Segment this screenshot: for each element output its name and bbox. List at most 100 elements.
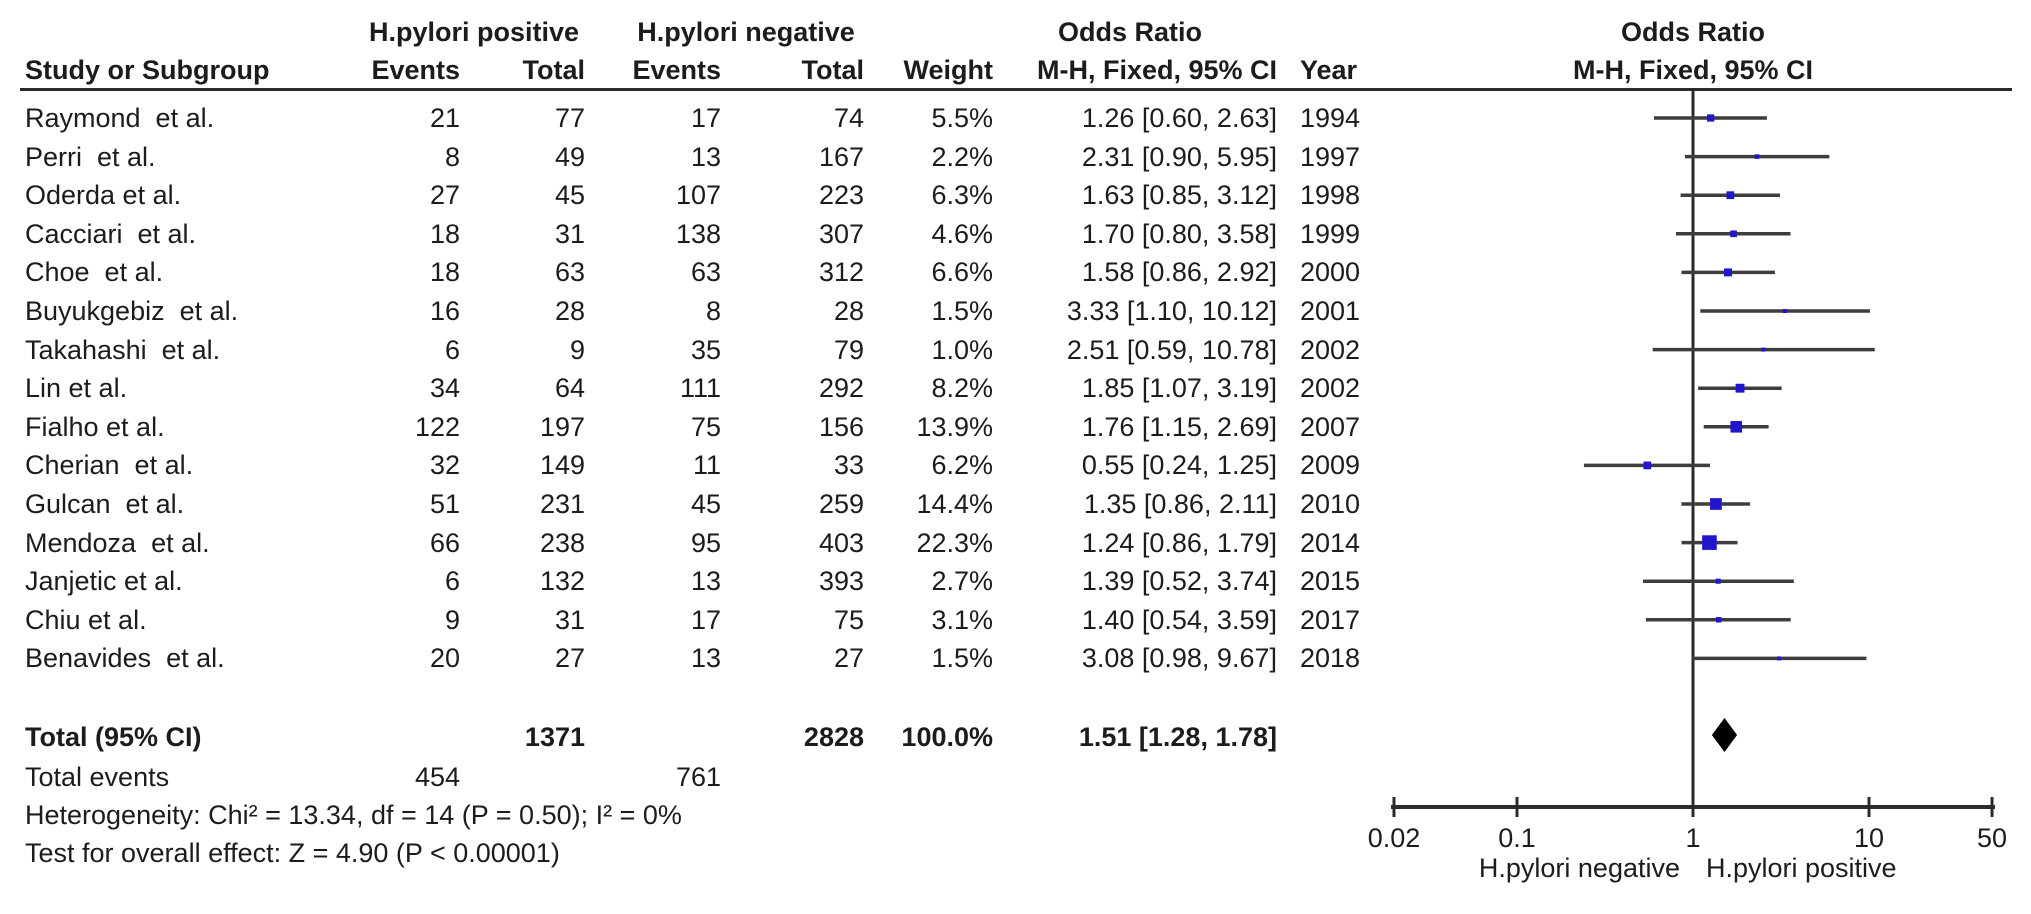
header-odds-ratio-left: Odds Ratio bbox=[1057, 17, 1203, 47]
weight-cell: 13.9% bbox=[916, 411, 993, 442]
table-row: Raymond et al. 21 77 17 74 5.5% 1.26 [0.60, 2.… bbox=[25, 99, 1375, 138]
events-negative-cell: 17 bbox=[690, 103, 721, 133]
weight-cell: 8.2% bbox=[931, 373, 993, 404]
year-cell: 2017 bbox=[1300, 604, 1361, 635]
events-positive-cell: 27 bbox=[429, 180, 460, 211]
weight-cell: 2.7% bbox=[931, 566, 993, 597]
study-name: Janjetic et al. bbox=[25, 566, 183, 597]
events-positive-cell: 18 bbox=[429, 218, 460, 249]
total-negative-cell: 75 bbox=[833, 604, 864, 635]
events-positive-cell: 20 bbox=[429, 643, 460, 674]
header-events-positive: Events bbox=[371, 55, 460, 85]
table-row: Choe et al. 18 63 63 312 6.6% 1.58 [0.86, 2.92… bbox=[25, 253, 1375, 292]
events-negative-cell: 111 bbox=[679, 373, 721, 404]
events-negative-cell: 107 bbox=[675, 180, 721, 211]
header-odds-ratio-right: Odds Ratio bbox=[1620, 17, 1766, 47]
table-row: Cherian et al. 32 149 11 33 6.2% 0.55 [0.24, 1… bbox=[25, 446, 1375, 485]
year-cell: 2001 bbox=[1300, 296, 1361, 326]
events-positive-cell: 122 bbox=[414, 411, 460, 442]
year-cell: 1994 bbox=[1300, 103, 1361, 133]
or-marker bbox=[1730, 421, 1742, 433]
total-positive-cell: 31 bbox=[554, 604, 585, 635]
study-name: Fialho et al. bbox=[25, 411, 165, 442]
events-negative-cell: 75 bbox=[690, 411, 721, 442]
weight-cell: 5.5% bbox=[931, 103, 993, 133]
events-positive-cell: 16 bbox=[429, 296, 460, 326]
study-name: Benavides et al. bbox=[25, 643, 225, 674]
year-cell: 2015 bbox=[1300, 566, 1361, 597]
events-positive-cell: 66 bbox=[429, 527, 460, 558]
total-negative-cell: 307 bbox=[818, 218, 864, 249]
events-positive-cell: 6 bbox=[444, 334, 460, 365]
total-row-label: Total (95% CI) bbox=[25, 722, 202, 752]
weight-cell: 6.3% bbox=[931, 180, 993, 211]
total-negative-cell: 28 bbox=[833, 296, 864, 326]
total-negative-cell: 259 bbox=[818, 489, 864, 519]
year-cell: 1999 bbox=[1300, 218, 1361, 249]
overall-effect-stat: Test for overall effect: Z = 4.90 (P < 0… bbox=[25, 838, 560, 868]
events-negative-cell: 138 bbox=[675, 218, 721, 249]
total-positive-cell: 64 bbox=[554, 373, 585, 404]
or-marker bbox=[1702, 535, 1717, 550]
or-ci-cell: 1.39 [0.52, 3.74] bbox=[1081, 566, 1277, 597]
study-name: Oderda et al. bbox=[25, 180, 182, 211]
or-ci-cell: 1.76 [1.15, 2.69] bbox=[1081, 411, 1277, 442]
table-row: Fialho et al. 122 197 75 156 13.9% 1.76 [1.15,… bbox=[25, 408, 1375, 447]
study-name: Buyukgebiz et al. bbox=[25, 296, 239, 326]
study-name: Chiu et al. bbox=[25, 604, 147, 635]
or-ci-cell: 1.24 [0.86, 1.79] bbox=[1081, 527, 1277, 558]
or-ci-cell: 1.40 [0.54, 3.59] bbox=[1081, 604, 1277, 635]
weight-cell: 4.6% bbox=[931, 218, 993, 249]
total-positive-cell: 49 bbox=[554, 141, 585, 172]
header-weight: Weight bbox=[903, 55, 994, 85]
header-group-negative: H.pylori negative bbox=[637, 17, 855, 47]
events-negative-cell: 8 bbox=[705, 296, 721, 326]
header-total-negative: Total bbox=[801, 55, 865, 85]
total-negative-cell: 393 bbox=[818, 566, 864, 597]
total-positive-cell: 63 bbox=[554, 257, 585, 288]
or-marker bbox=[1643, 461, 1652, 470]
total-negative-cell: 27 bbox=[833, 643, 864, 674]
total-weight: 100.0% bbox=[901, 722, 993, 752]
axis-tick-label: 10 bbox=[1854, 823, 1884, 853]
or-ci-cell: 1.85 [1.07, 3.19] bbox=[1081, 373, 1277, 404]
header-mh-fixed-right: M-H, Fixed, 95% CI bbox=[1572, 55, 1814, 85]
table-row: Takahashi et al. 6 9 35 79 1.0% 2.51 [0.59, 10… bbox=[25, 331, 1375, 370]
or-marker bbox=[1761, 347, 1766, 352]
total-negative-cell: 79 bbox=[833, 334, 864, 365]
or-ci-cell: 3.08 [0.98, 9.67] bbox=[1081, 643, 1277, 674]
events-positive-cell: 8 bbox=[444, 141, 460, 172]
events-positive-cell: 34 bbox=[429, 373, 460, 404]
study-name: Takahashi et al. bbox=[25, 334, 221, 365]
total-positive-cell: 132 bbox=[539, 566, 585, 597]
weight-cell: 2.2% bbox=[931, 141, 993, 172]
study-name: Cherian et al. bbox=[25, 450, 194, 481]
total-events-label: Total events bbox=[25, 762, 170, 792]
table-row: Cacciari et al. 18 31 138 307 4.6% 1.70 [0.80,… bbox=[25, 215, 1375, 254]
events-negative-cell: 45 bbox=[690, 489, 721, 519]
events-positive-cell: 32 bbox=[429, 450, 460, 481]
total-negative-cell: 167 bbox=[818, 141, 864, 172]
total-negative-n: 2828 bbox=[803, 722, 864, 752]
year-cell: 2014 bbox=[1300, 527, 1361, 558]
events-negative-cell: 11 bbox=[692, 450, 721, 481]
year-cell: 2007 bbox=[1300, 411, 1361, 442]
or-marker bbox=[1707, 114, 1715, 122]
table-row: Chiu et al. 9 31 17 75 3.1% 1.40 [0.54, 3.59] 2… bbox=[25, 601, 1375, 640]
total-negative-cell: 312 bbox=[818, 257, 864, 288]
heterogeneity-stat: Heterogeneity: Chi² = 13.34, df = 14 (P … bbox=[25, 800, 682, 830]
summary-diamond bbox=[1711, 718, 1738, 752]
study-name: Gulcan et al. bbox=[25, 489, 185, 519]
events-negative-cell: 17 bbox=[690, 604, 721, 635]
events-positive-cell: 51 bbox=[429, 489, 460, 519]
total-positive-cell: 149 bbox=[539, 450, 585, 481]
or-marker bbox=[1723, 268, 1732, 277]
total-positive-cell: 9 bbox=[569, 334, 585, 365]
or-ci-cell: 1.26 [0.60, 2.63] bbox=[1081, 103, 1277, 133]
weight-cell: 1.0% bbox=[931, 334, 993, 365]
table-row: Oderda et al. 27 45 107 223 6.3% 1.63 [0.85, 3… bbox=[25, 176, 1375, 215]
axis-tick-label: 0.02 bbox=[1368, 823, 1421, 853]
axis-label-right: H.pylori positive bbox=[1706, 853, 1897, 883]
events-negative-cell: 63 bbox=[690, 257, 721, 288]
